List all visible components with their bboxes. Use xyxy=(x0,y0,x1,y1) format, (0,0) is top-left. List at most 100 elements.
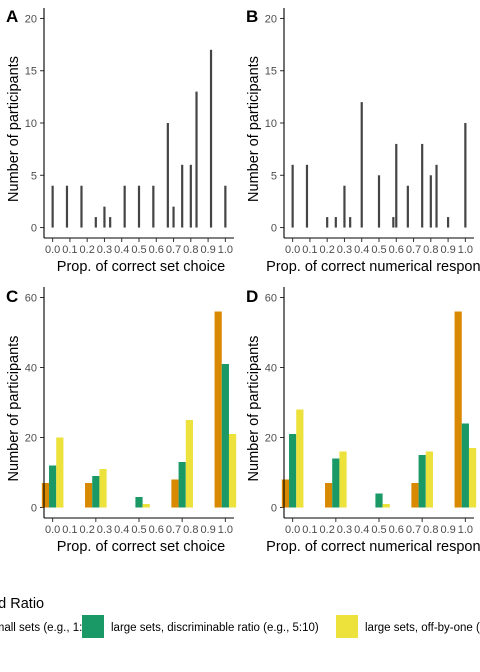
bar xyxy=(289,434,296,508)
panel-letter: B xyxy=(246,7,258,26)
bar xyxy=(419,455,426,508)
bar xyxy=(375,494,382,508)
bar xyxy=(124,186,126,228)
legend-label: large sets, discriminable ratio (e.g., 5… xyxy=(111,622,319,634)
bar xyxy=(378,175,380,227)
bar xyxy=(138,186,140,228)
legend-key xyxy=(82,615,104,638)
x-tick-label: 0.1 xyxy=(62,524,77,536)
x-tick-label: 0.8 xyxy=(183,244,198,256)
x-tick-label: 1.0 xyxy=(458,524,473,536)
x-tick-label: 0.0 xyxy=(45,244,60,256)
y-tick-label: 20 xyxy=(25,13,37,25)
bar xyxy=(464,123,466,228)
y-tick-label: 5 xyxy=(31,170,37,182)
x-axis-title: Prop. of correct set choice xyxy=(57,259,225,275)
bar xyxy=(326,217,328,227)
x-tick-label: 0.6 xyxy=(149,524,164,536)
bar xyxy=(190,165,192,228)
bar xyxy=(392,217,394,227)
x-tick-label: 0.9 xyxy=(440,244,455,256)
bar xyxy=(339,452,346,508)
x-tick-label: 0.1 xyxy=(302,524,317,536)
bar xyxy=(335,217,337,227)
y-axis-title: Number of participants xyxy=(6,336,22,482)
y-tick-label: 40 xyxy=(265,363,277,375)
bar xyxy=(383,504,390,508)
x-tick-label: 0.9 xyxy=(440,524,455,536)
bar xyxy=(85,483,92,508)
bar xyxy=(92,476,99,508)
x-tick-label: 0.2 xyxy=(320,524,335,536)
x-tick-label: 0.7 xyxy=(406,524,421,536)
x-tick-label: 0.5 xyxy=(371,244,386,256)
bar xyxy=(195,92,197,228)
y-tick-label: 0 xyxy=(271,503,277,515)
bar xyxy=(430,175,432,227)
bar xyxy=(152,186,154,228)
bar xyxy=(143,504,150,508)
y-tick-label: 0 xyxy=(271,223,277,235)
x-tick-label: 0.7 xyxy=(166,244,181,256)
y-tick-label: 60 xyxy=(25,293,37,305)
x-tick-label: 0.4 xyxy=(354,244,369,256)
y-axis-title: Number of participants xyxy=(246,336,262,482)
legend: Set Size and Ratio small sets (e.g., 1:2)… xyxy=(0,596,480,638)
x-tick-label: 0.5 xyxy=(371,524,386,536)
bar xyxy=(181,165,183,228)
bar xyxy=(361,102,363,227)
x-tick-label: 0.0 xyxy=(285,524,300,536)
x-tick-label: 0.6 xyxy=(389,524,404,536)
bar xyxy=(109,217,111,227)
y-axis-title: Number of participants xyxy=(246,56,262,202)
y-tick-label: 10 xyxy=(265,118,277,130)
x-tick-label: 0.5 xyxy=(131,244,146,256)
bar xyxy=(469,448,476,508)
y-tick-label: 20 xyxy=(265,433,277,445)
x-tick-label: 0.7 xyxy=(166,524,181,536)
bar xyxy=(186,420,193,508)
bar xyxy=(95,217,97,227)
bar xyxy=(349,217,351,227)
x-tick-label: 0.8 xyxy=(183,524,198,536)
x-tick-label: 0.0 xyxy=(285,244,300,256)
x-tick-label: 0.3 xyxy=(97,524,112,536)
x-tick-label: 0.8 xyxy=(423,524,438,536)
bar xyxy=(135,497,142,508)
bar xyxy=(171,480,178,508)
panel-letter: D xyxy=(246,287,258,306)
x-tick-label: 0.6 xyxy=(149,244,164,256)
x-tick-label: 0.1 xyxy=(302,244,317,256)
y-tick-label: 0 xyxy=(31,223,37,235)
x-axis-title: Prop. of correct set choice xyxy=(57,539,225,555)
bar xyxy=(455,312,462,508)
x-tick-label: 0.2 xyxy=(320,244,335,256)
bar xyxy=(215,312,222,508)
bar xyxy=(395,144,397,228)
legend-label: large sets, off-by-one (e.g., 9:10) xyxy=(365,622,480,634)
bar xyxy=(426,452,433,508)
bar xyxy=(421,144,423,228)
panel-letter: A xyxy=(6,7,18,26)
x-axis-title: Prop. of correct numerical response xyxy=(266,539,480,555)
legend-title: Set Size and Ratio xyxy=(0,596,44,612)
x-tick-label: 0.7 xyxy=(406,244,421,256)
bar xyxy=(325,483,332,508)
bar xyxy=(99,469,106,508)
y-tick-label: 60 xyxy=(265,293,277,305)
x-tick-label: 0.0 xyxy=(45,524,60,536)
bar xyxy=(229,434,236,508)
bar xyxy=(179,462,186,508)
bar xyxy=(172,207,174,228)
x-tick-label: 1.0 xyxy=(218,244,233,256)
bar xyxy=(292,165,294,228)
x-tick-label: 1.0 xyxy=(458,244,473,256)
bar xyxy=(103,207,105,228)
bar xyxy=(42,483,49,508)
y-tick-label: 15 xyxy=(265,66,277,78)
x-tick-label: 0.9 xyxy=(200,524,215,536)
bar xyxy=(222,364,229,508)
bar xyxy=(343,186,345,228)
bar xyxy=(332,459,339,508)
